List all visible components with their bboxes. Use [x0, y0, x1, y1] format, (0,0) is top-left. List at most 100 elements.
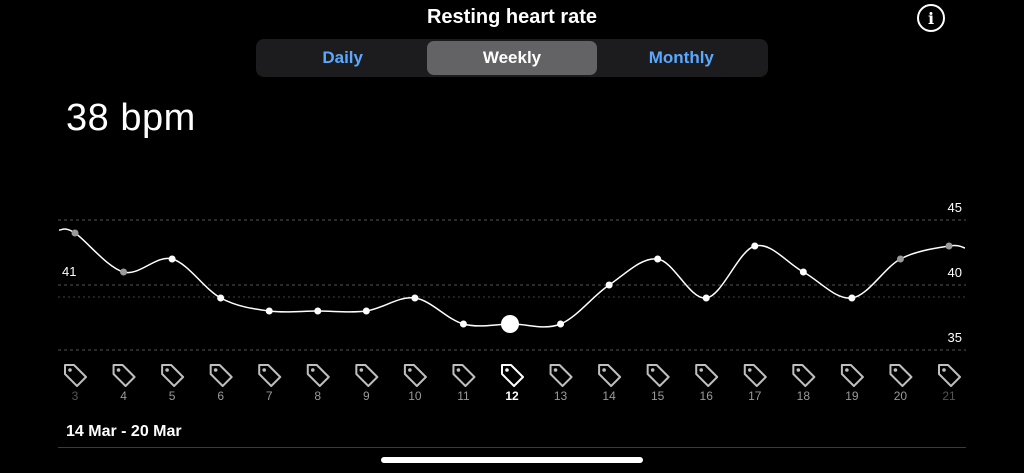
tag-icon-shape: [112, 364, 136, 387]
tag-icon-hole: [68, 368, 72, 372]
period-segmented-control: Daily Weekly Monthly: [256, 39, 768, 77]
tag-icon-shape: [646, 364, 670, 387]
y-tick-label: 45: [948, 200, 962, 215]
tag-icon-hole: [456, 368, 461, 372]
info-glyph: i: [927, 8, 935, 28]
x-tick-label: 10: [408, 389, 422, 403]
divider: [58, 447, 966, 448]
tag-icon[interactable]: [695, 364, 719, 387]
tag-icon[interactable]: [549, 364, 573, 387]
tag-icon-hole: [845, 368, 849, 372]
tag-icon[interactable]: [452, 364, 476, 387]
tag-icon[interactable]: [840, 364, 864, 387]
home-indicator[interactable]: [381, 457, 643, 463]
tag-icon[interactable]: [938, 364, 961, 387]
data-point[interactable]: [217, 294, 225, 302]
tag-icon-hole: [116, 368, 121, 372]
reference-label: 41: [62, 264, 76, 279]
tag-icon-shape: [598, 364, 622, 387]
x-tick-label: 9: [363, 389, 370, 403]
tag-icon-shape: [695, 364, 719, 387]
x-tick-label: 3: [72, 389, 79, 403]
tag-icon-shape: [209, 364, 233, 387]
tag-icon-shape: [792, 364, 816, 387]
data-point[interactable]: [702, 294, 710, 302]
tag-icon-shape: [501, 364, 524, 387]
tag-icon[interactable]: [889, 364, 913, 387]
data-point[interactable]: [848, 294, 856, 302]
x-tick-label: 8: [314, 389, 321, 403]
tag-icon[interactable]: [258, 364, 282, 387]
tag-icon-hole: [310, 368, 315, 372]
tag-icon-shape: [161, 364, 185, 387]
data-point[interactable]: [314, 307, 322, 315]
tag-icon-hole: [796, 368, 801, 372]
tag-icon-shape: [549, 364, 573, 387]
data-point[interactable]: [557, 320, 565, 328]
data-point[interactable]: [362, 307, 370, 315]
data-point[interactable]: [945, 242, 953, 250]
data-point[interactable]: [120, 268, 128, 276]
y-tick-label: 40: [948, 265, 962, 280]
tag-icon[interactable]: [646, 364, 670, 387]
tag-icon-shape: [355, 364, 379, 387]
tab-weekly[interactable]: Weekly: [427, 41, 597, 75]
tag-icon-hole: [602, 368, 606, 372]
x-tick-label: 18: [797, 389, 811, 403]
x-tick-label: 11: [457, 389, 470, 403]
date-range: 14 Mar - 20 Mar: [66, 423, 182, 440]
x-tick-label: 6: [217, 389, 224, 403]
data-point[interactable]: [459, 320, 467, 328]
tag-icon-hole: [942, 368, 946, 372]
tag-icon-shape: [403, 364, 427, 387]
tag-icon-shape: [64, 364, 87, 387]
data-point[interactable]: [896, 255, 904, 263]
tag-icon-shape: [452, 364, 476, 387]
data-point[interactable]: [605, 281, 613, 289]
data-point[interactable]: [751, 242, 759, 250]
tag-icon-shape: [840, 364, 864, 387]
tag-icon-hole: [213, 368, 218, 372]
tag-icon-hole: [262, 368, 267, 372]
data-point[interactable]: [168, 255, 176, 263]
tag-icon[interactable]: [598, 364, 622, 387]
x-tick-label: 4: [120, 389, 127, 403]
tag-icon[interactable]: [161, 364, 185, 387]
data-point[interactable]: [411, 294, 419, 302]
tag-icon-hole: [359, 368, 364, 372]
data-point[interactable]: [654, 255, 662, 263]
x-tick-label: 5: [169, 389, 176, 403]
tag-icon[interactable]: [209, 364, 233, 387]
tag-icon-hole: [893, 368, 898, 372]
x-tick-label: 7: [266, 389, 273, 403]
tag-icon[interactable]: [792, 364, 816, 387]
tag-icon-shape: [258, 364, 282, 387]
tag-icon[interactable]: [64, 364, 87, 387]
data-point[interactable]: [71, 229, 79, 237]
info-icon[interactable]: i: [917, 4, 945, 32]
selected-data-point[interactable]: [501, 315, 519, 333]
tag-icon[interactable]: [403, 364, 427, 387]
tab-monthly[interactable]: Monthly: [648, 48, 714, 67]
series-line: [58, 228, 966, 328]
tag-icon[interactable]: [355, 364, 379, 387]
x-tick-label: 13: [554, 389, 568, 403]
tag-icon-shape: [938, 364, 961, 387]
tag-icon[interactable]: [112, 364, 136, 387]
x-tick-label: 12: [505, 389, 519, 403]
tag-icon[interactable]: [306, 364, 330, 387]
tag-icon[interactable]: [743, 364, 767, 387]
tag-icon-shape: [743, 364, 767, 387]
tag-icon-hole: [699, 368, 704, 372]
tag-icon-hole: [408, 368, 412, 372]
current-value: 38 bpm: [66, 97, 196, 139]
x-tick-label: 15: [651, 389, 665, 403]
tab-daily[interactable]: Daily: [322, 48, 363, 67]
data-point[interactable]: [799, 268, 807, 276]
tag-icon[interactable]: [501, 364, 524, 387]
y-tick-label: 35: [948, 330, 962, 345]
data-point[interactable]: [265, 307, 273, 315]
tag-icon-shape: [889, 364, 913, 387]
tag-icon-hole: [165, 368, 169, 372]
